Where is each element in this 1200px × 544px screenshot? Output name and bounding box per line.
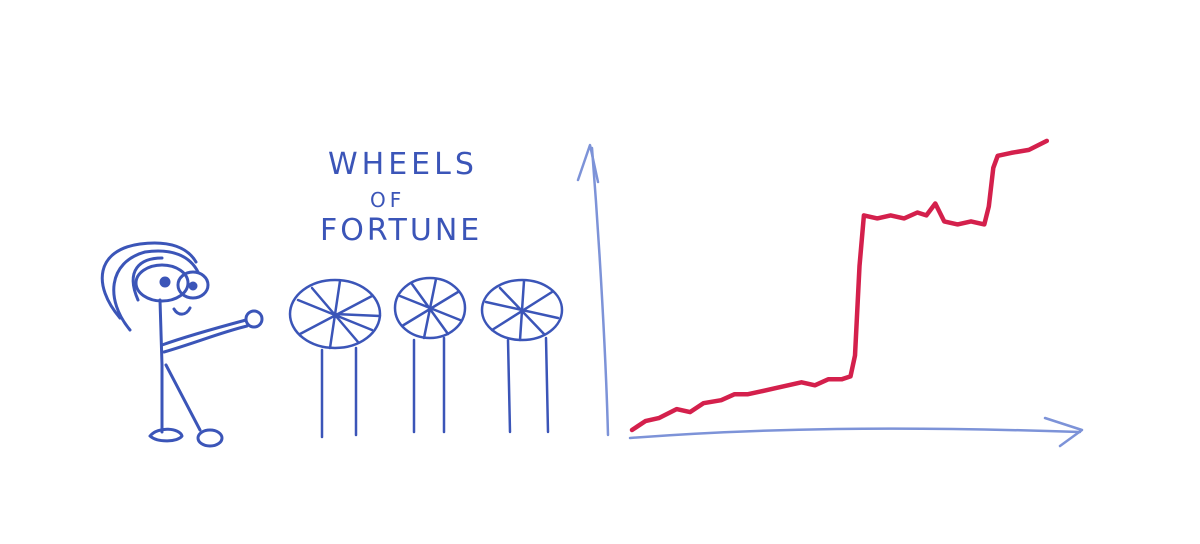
mouth <box>172 306 192 316</box>
title-line-3: FORTUNE <box>320 213 482 248</box>
right-eye <box>176 270 210 300</box>
sketch-title: WHEELS OF FORTUNE <box>320 147 482 248</box>
leg <box>164 363 202 432</box>
arm <box>160 318 248 347</box>
stick-figure <box>100 241 264 448</box>
left-eye <box>134 263 190 303</box>
y-axis <box>590 146 610 437</box>
arm <box>162 324 249 354</box>
title-line-1: WHEELS <box>328 147 478 182</box>
hair <box>100 241 198 320</box>
right-arrow-icon <box>1043 416 1084 448</box>
pupil <box>159 276 171 288</box>
foot <box>148 427 184 443</box>
wheel-icon <box>393 276 467 434</box>
wheels <box>288 276 564 439</box>
wheel-icon <box>288 278 382 439</box>
pupil <box>188 281 198 291</box>
foot <box>196 428 224 448</box>
wheel-icon <box>480 278 564 434</box>
hand <box>244 309 264 329</box>
plot-area <box>629 138 1050 433</box>
chart-axes <box>576 143 1084 448</box>
hair <box>131 256 164 302</box>
title-line-2: OF <box>370 188 405 212</box>
body <box>158 298 164 367</box>
series-line <box>629 138 1050 433</box>
x-axis <box>628 427 1082 440</box>
hair <box>112 249 200 332</box>
up-arrow-icon <box>576 143 600 184</box>
